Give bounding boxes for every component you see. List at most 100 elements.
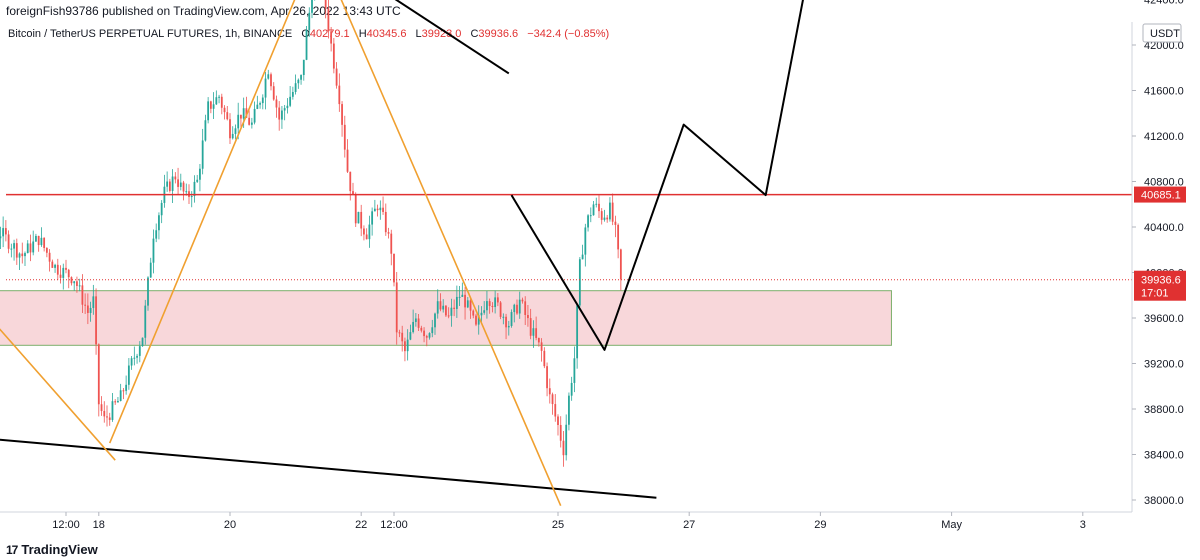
candle (291, 86, 294, 100)
candle-body (360, 211, 363, 229)
projected-path (510, 0, 804, 351)
candle (365, 228, 368, 240)
candle-body (4, 228, 7, 235)
candle-body (231, 133, 234, 139)
candle-body (253, 108, 256, 123)
candle-body (404, 341, 406, 352)
candle (117, 397, 119, 403)
candle-body (308, 12, 311, 31)
candle (220, 93, 223, 115)
candle (387, 227, 390, 239)
candle (603, 209, 606, 222)
candle (324, 0, 327, 19)
candle (253, 101, 256, 125)
candle-body (543, 350, 546, 367)
candle (354, 192, 357, 227)
candle (250, 117, 253, 129)
publish-info: foreignFish93786 published on TradingVie… (6, 4, 401, 18)
candle (502, 313, 505, 325)
symbol-title: Bitcoin / TetherUS PERPETUAL FUTURES, 1h… (8, 28, 293, 40)
candle (190, 191, 193, 208)
candle (127, 358, 130, 390)
candle (158, 212, 160, 240)
candle (543, 347, 546, 369)
candle-body (436, 301, 439, 314)
candle (469, 296, 472, 319)
candle (341, 101, 343, 137)
candle-body (363, 228, 365, 235)
y-tick-label: 39200.0 (1144, 359, 1184, 371)
candle (314, 0, 316, 1)
candle-body (412, 321, 415, 333)
candle-body (70, 277, 73, 284)
candle (578, 257, 581, 307)
candle-body (428, 333, 431, 338)
candle-body (469, 300, 472, 311)
candle-body (401, 332, 404, 342)
candle (535, 316, 538, 341)
candle-body (368, 224, 371, 240)
candle-body (84, 304, 87, 306)
candle (458, 285, 461, 307)
candle-body (92, 296, 95, 308)
candle-body (568, 395, 570, 425)
candle (226, 105, 229, 121)
candle-body (114, 401, 117, 403)
candle (417, 313, 420, 331)
candle (491, 302, 494, 313)
candle (122, 388, 125, 400)
candle (327, 0, 330, 39)
candle-body (149, 262, 152, 278)
candle (524, 296, 527, 326)
candle-body (267, 74, 270, 79)
candle-body (119, 390, 122, 401)
candle-body (417, 318, 420, 328)
candle-body (442, 305, 445, 310)
candle (568, 392, 570, 431)
candle-body (40, 237, 43, 246)
candle (215, 90, 218, 105)
axes: 38000.038400.038800.039200.039600.040000… (0, 0, 1184, 531)
candle (223, 105, 226, 120)
currency-text: USDT (1150, 28, 1180, 40)
candle (155, 223, 158, 243)
candle-body (242, 108, 245, 119)
candle-body (218, 96, 220, 98)
candle-body (486, 301, 488, 311)
candle-body (248, 117, 251, 125)
candle-body (546, 366, 548, 389)
price-tags: 40685.1 39936.617:01 (1134, 186, 1186, 301)
candle-body (270, 74, 272, 87)
x-tick-label: 27 (683, 519, 695, 531)
candle (559, 416, 562, 448)
candle-body (589, 215, 592, 217)
candle-body (305, 30, 308, 60)
candle-body (264, 78, 267, 98)
ohlc-low-key: L (415, 28, 422, 40)
candle-body (294, 83, 297, 92)
candle-body (212, 104, 215, 109)
candle (207, 97, 210, 124)
candle (442, 299, 445, 313)
candle (103, 401, 106, 423)
x-tick-label: 22 (355, 519, 367, 531)
y-tick-label: 41600.0 (1144, 86, 1184, 98)
candle (4, 220, 7, 242)
candle-body (551, 394, 554, 405)
candle (363, 225, 365, 241)
candle (475, 313, 477, 327)
candle-body (595, 203, 598, 205)
candle-body (193, 181, 196, 197)
ohlc-high-key: H (358, 28, 367, 40)
candle (289, 85, 292, 108)
candle-body (24, 253, 26, 257)
candle (617, 223, 620, 259)
candle-body (278, 107, 281, 120)
candle (494, 290, 497, 314)
ohlc-high-value: 40345.6 (366, 28, 407, 40)
candle-body (466, 300, 469, 308)
candle (414, 312, 417, 327)
candle-body (250, 122, 253, 125)
candle (163, 174, 166, 208)
